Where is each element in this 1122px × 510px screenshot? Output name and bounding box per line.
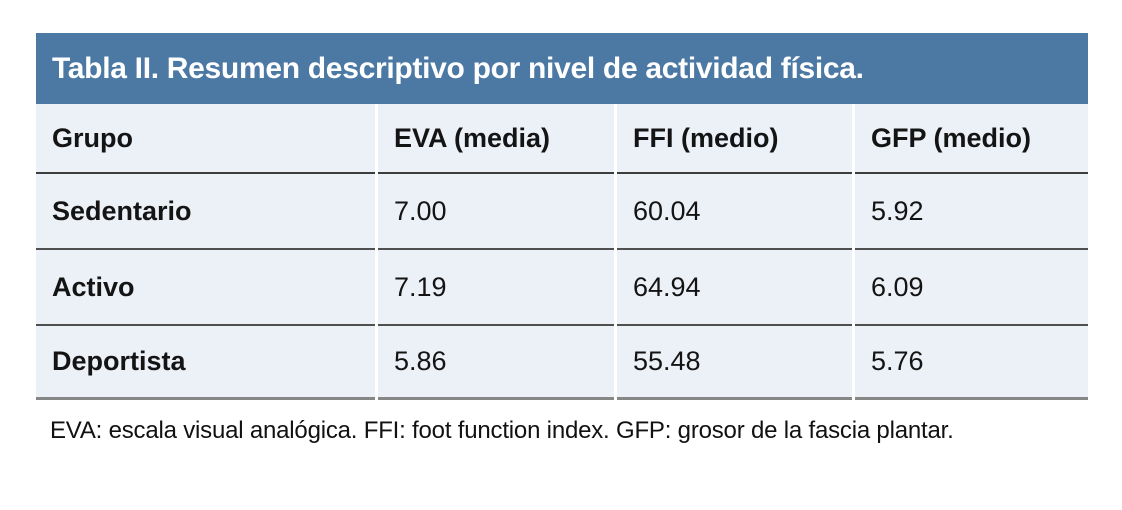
table-row: Activo 7.19 64.94 6.09: [36, 250, 1088, 326]
cell-eva: 7.19: [378, 250, 614, 326]
cell-grupo: Deportista: [36, 326, 375, 400]
table-footnote: EVA: escala visual analógica. FFI: foot …: [50, 417, 954, 444]
cell-gfp: 6.09: [855, 250, 1088, 326]
cell-ffi: 60.04: [617, 174, 852, 250]
column-header-eva: EVA (media): [378, 104, 614, 174]
cell-ffi: 55.48: [617, 326, 852, 400]
column-header-gfp: GFP (medio): [855, 104, 1088, 174]
table-title: Tabla II. Resumen descriptivo por nivel …: [52, 51, 864, 85]
table-row: Sedentario 7.00 60.04 5.92: [36, 174, 1088, 250]
cell-gfp: 5.92: [855, 174, 1088, 250]
cell-gfp: 5.76: [855, 326, 1088, 400]
summary-table: Tabla II. Resumen descriptivo por nivel …: [36, 33, 1088, 449]
column-header-ffi: FFI (medio): [617, 104, 852, 174]
cell-ffi: 64.94: [617, 250, 852, 326]
cell-eva: 5.86: [378, 326, 614, 400]
table-title-bar: Tabla II. Resumen descriptivo por nivel …: [36, 33, 1088, 104]
table-row: Deportista 5.86 55.48 5.76: [36, 326, 1088, 400]
column-header-grupo: Grupo: [36, 104, 375, 174]
cell-grupo: Activo: [36, 250, 375, 326]
cell-grupo: Sedentario: [36, 174, 375, 250]
table-header-row: Grupo EVA (media) FFI (medio) GFP (medio…: [36, 104, 1088, 174]
cell-eva: 7.00: [378, 174, 614, 250]
